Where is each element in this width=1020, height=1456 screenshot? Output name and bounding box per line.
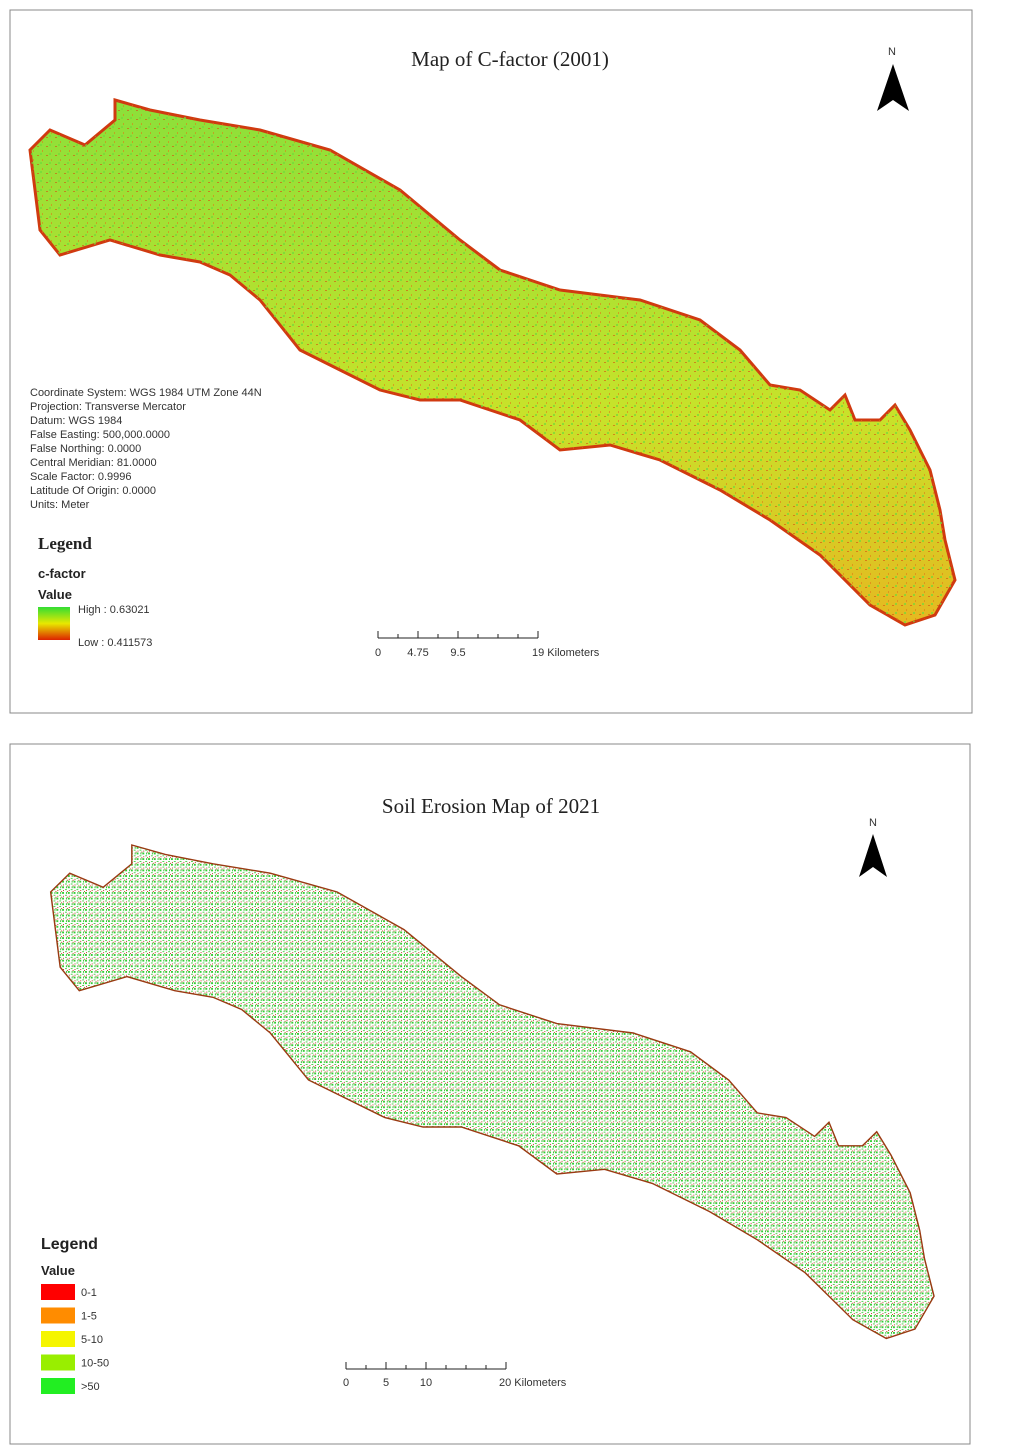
legend-classes: 0-1 1-5 5-10 10-50 >50 xyxy=(41,1284,109,1394)
north-arrow xyxy=(859,834,887,877)
coordinate-line: Units: Meter xyxy=(30,499,90,511)
coordinate-line: Coordinate System: WGS 1984 UTM Zone 44N xyxy=(30,387,262,399)
scale-label: 9.5 xyxy=(450,647,465,659)
coordinate-line: Projection: Transverse Mercator xyxy=(30,401,186,413)
legend-swatch xyxy=(41,1354,75,1371)
legend-swatch xyxy=(41,1284,75,1300)
scale-label: 10 xyxy=(420,1377,432,1389)
map-title: Map of C-factor (2001) xyxy=(411,47,609,71)
coordinate-line: Datum: WGS 1984 xyxy=(30,415,122,427)
legend-field: Value xyxy=(38,587,72,602)
scale-bar: 0 5 10 20 Kilometers xyxy=(343,1362,567,1389)
legend-swatch xyxy=(41,1307,75,1324)
scale-label: 20 Kilometers xyxy=(499,1377,567,1389)
legend-label: 5-10 xyxy=(81,1334,103,1346)
legend-label: 1-5 xyxy=(81,1311,97,1323)
map-panel: Map of C-factor (2001) N Coordinate Syst… xyxy=(9,9,973,714)
north-label: N xyxy=(888,46,896,58)
legend-label: 10-50 xyxy=(81,1358,109,1370)
map-panel: Soil Erosion Map of 2021 N Legend Value … xyxy=(9,743,971,1445)
legend-swatch xyxy=(41,1331,75,1347)
legend-title: Legend xyxy=(38,534,92,553)
coordinate-line: False Northing: 0.0000 xyxy=(30,443,141,455)
coordinate-line: Latitude Of Origin: 0.0000 xyxy=(30,485,156,497)
coordinate-info: Coordinate System: WGS 1984 UTM Zone 44N… xyxy=(30,387,262,511)
scale-label: 19 Kilometers xyxy=(532,647,600,659)
coordinate-line: False Easting: 500,000.0000 xyxy=(30,429,170,441)
scale-label: 0 xyxy=(343,1377,349,1389)
scale-label: 4.75 xyxy=(407,647,428,659)
scale-label: 0 xyxy=(375,647,381,659)
legend-ramp xyxy=(38,607,70,640)
coordinate-line: Central Meridian: 81.0000 xyxy=(30,457,157,469)
legend-label: 0-1 xyxy=(81,1287,97,1299)
legend-swatch xyxy=(41,1378,75,1394)
legend-low: Low : 0.411573 xyxy=(78,637,152,649)
legend-field: Value xyxy=(41,1263,75,1278)
legend-title: Legend xyxy=(41,1236,98,1253)
legend-label: >50 xyxy=(81,1381,100,1393)
map-title: Soil Erosion Map of 2021 xyxy=(382,794,600,818)
scale-label: 5 xyxy=(383,1377,389,1389)
scale-bar: 0 4.75 9.5 19 Kilometers xyxy=(375,631,600,659)
coordinate-line: Scale Factor: 0.9996 xyxy=(30,471,132,483)
legend-layer: c-factor xyxy=(38,566,86,581)
north-arrow xyxy=(877,64,909,111)
north-label: N xyxy=(869,817,877,829)
legend-high: High : 0.63021 xyxy=(78,604,150,616)
